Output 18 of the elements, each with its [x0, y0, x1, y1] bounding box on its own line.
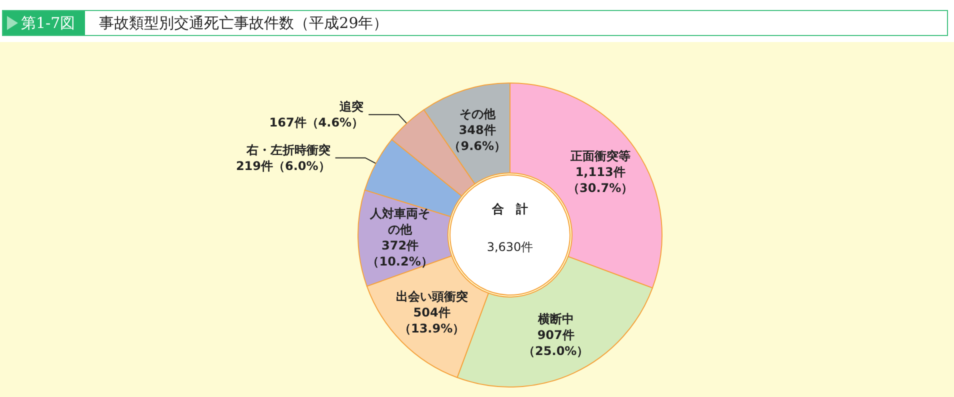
slice-label: 横断中 [536, 312, 574, 326]
slice-label: 出会い頭衝突 [396, 289, 468, 304]
slice-label: 正面衝突等 [569, 149, 630, 164]
data-label: 167件（4.6%） [269, 116, 364, 130]
slice-label: その他 [459, 106, 496, 121]
slice-label: 右・左折時衝突 [245, 142, 330, 157]
data-label: 372件（10.2%） [367, 238, 433, 268]
data-label: 907件（25.0%） [523, 328, 589, 358]
text: 3,630件 [486, 240, 534, 254]
data-label: 504件（13.9%） [398, 305, 465, 336]
text: 第1-7図 [21, 14, 76, 32]
slice-label: 追突 [338, 100, 364, 114]
text: 合 計 [491, 202, 528, 216]
data-label: 348件（9.6%） [448, 122, 506, 153]
chart-subtitle: 事故類型別交通死亡事故件数（平成29年） [99, 14, 388, 32]
slice-label: 人対車両その他 [369, 206, 430, 236]
data-label: 1,113件（30.7%） [567, 165, 634, 196]
data-label: 219件（6.0%） [236, 158, 330, 173]
